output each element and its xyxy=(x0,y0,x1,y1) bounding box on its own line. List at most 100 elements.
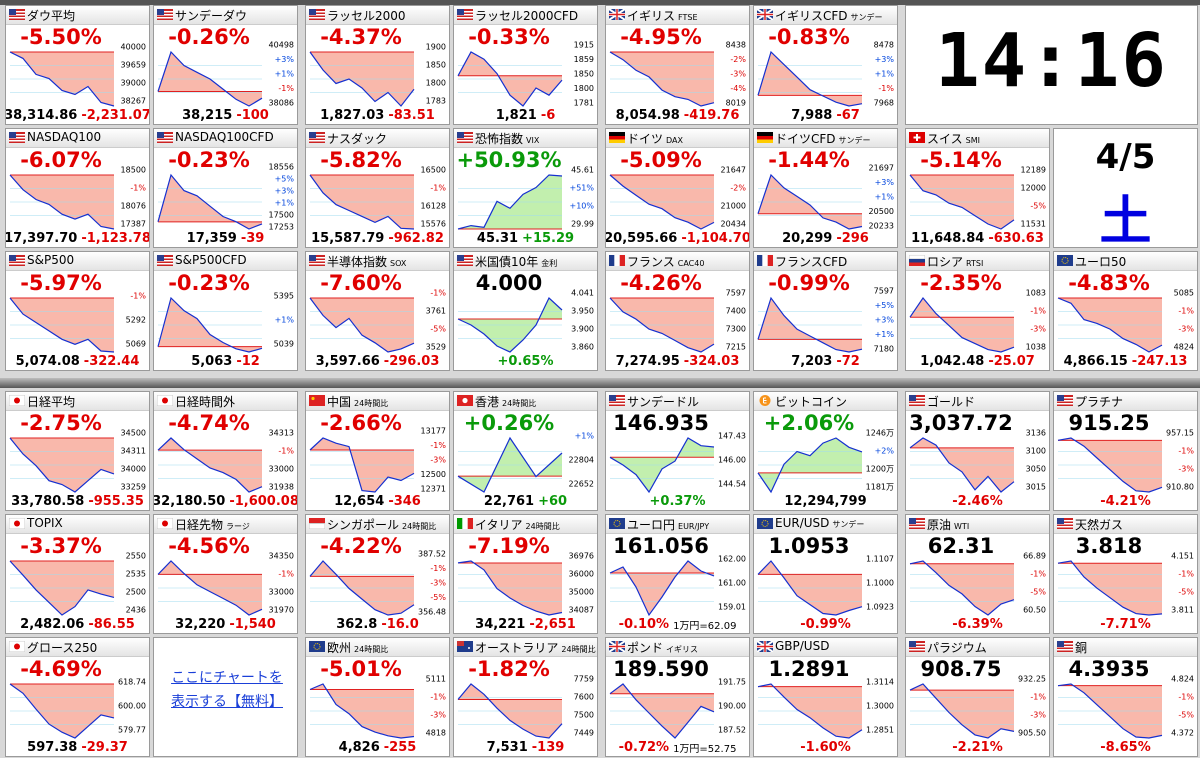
tile: シンガポール 24時間比 -4.22% 387.52 -1% -3% -5% 356.48 36… xyxy=(305,514,450,634)
tile-name: シンガポール 24時間比 xyxy=(327,516,436,533)
tick-label: 34313 xyxy=(269,429,294,438)
tick-label: 191.75 xyxy=(718,678,746,687)
price-line xyxy=(609,51,715,107)
tile-name: ナスダック xyxy=(327,130,387,147)
tick-label: 147.43 xyxy=(718,432,746,441)
flag xyxy=(757,9,773,20)
footer-value: -0.99% xyxy=(800,617,851,632)
tick-label: 7449 xyxy=(574,729,594,738)
headline: 161.056 xyxy=(613,534,709,558)
mini-chart: +1% 22804 22652 xyxy=(457,432,594,493)
tile-name: 日経時間外 xyxy=(175,393,235,410)
tag: 24時間比 xyxy=(354,645,389,654)
footer-value: -296.03 xyxy=(383,354,440,369)
tick-label: 39000 xyxy=(121,79,146,88)
footer-value: -322.44 xyxy=(83,354,140,369)
flag xyxy=(609,255,625,266)
tile-header: 日経平均 xyxy=(6,392,149,411)
tick-label: 3.811 xyxy=(1171,606,1194,615)
tick-label: 4.372 xyxy=(1171,729,1194,738)
footer-value: 1,827.03 xyxy=(320,108,385,123)
footer: 7,203 -72 xyxy=(754,354,897,369)
tile: ナスダック -5.82% 16500 -1% 16128 15576 15,587.79 -9… xyxy=(305,128,450,248)
tick-label: 7180 xyxy=(874,344,894,353)
tick-label: 618.74 xyxy=(118,678,146,687)
tick-label: 1.1000 xyxy=(866,579,894,588)
tile-name: 欧州 24時間比 xyxy=(327,639,388,656)
top-bar xyxy=(0,0,1200,5)
footer: 38,314.86 -2,231.07 xyxy=(6,108,149,123)
tick-label: 11531 xyxy=(1021,220,1046,229)
name: ナスダック xyxy=(327,132,388,146)
tick-label: 7968 xyxy=(874,98,894,107)
headline: -6.07% xyxy=(20,148,102,172)
mini-chart: 7597 7400 7300 7215 xyxy=(609,289,746,353)
footer-value: -6 xyxy=(540,108,556,123)
tick-label: -1% xyxy=(430,693,446,702)
tag: サンデー xyxy=(838,136,871,145)
tick-label: 17387 xyxy=(121,220,146,229)
tick-label: 1181万 xyxy=(866,483,894,492)
date: 4/5 xyxy=(1095,137,1156,177)
price-line xyxy=(757,173,863,230)
footer-value: -630.63 xyxy=(988,231,1044,246)
footer-value: -2.21% xyxy=(952,740,1003,755)
clock-box: 14:16 xyxy=(905,5,1198,125)
tick-label: 1038 xyxy=(1026,343,1046,352)
tick-label: 21697 xyxy=(869,164,894,173)
name: ユーロ50 xyxy=(1075,255,1127,269)
tile-header: 原油 WTI xyxy=(906,515,1049,534)
headline: -2.66% xyxy=(320,411,402,435)
footer-value: -419.76 xyxy=(683,108,740,123)
tick-label: 5039 xyxy=(274,340,294,349)
tile-header: ラッセル2000CFD xyxy=(454,6,597,25)
tile-name: パラジウム xyxy=(927,639,987,656)
tick-label: -5% xyxy=(1030,588,1046,597)
mini-chart: 12189 12000 -5% 11531 xyxy=(909,166,1046,230)
tag: 24時間比 xyxy=(354,399,389,408)
name: フランス xyxy=(627,255,675,269)
tick-label: -2% xyxy=(730,184,746,193)
tile-header: S&P500CFD xyxy=(154,252,297,271)
tile-name: フランス CAC40 xyxy=(627,253,704,270)
name: サンデーダウ xyxy=(175,9,248,23)
tile-header: イギリス FTSE xyxy=(606,6,749,25)
headline: 3.818 xyxy=(1075,534,1143,558)
tag: イギリス xyxy=(666,645,699,654)
tick-label: 146.00 xyxy=(718,456,746,465)
footer: 17,359 -39 xyxy=(154,231,297,246)
footer-value: -0.10% xyxy=(618,617,670,632)
tile: NASDAQ100 -6.07% 18500 -1% 18076 17387 17,397.… xyxy=(5,128,150,248)
name: ラッセル2000 xyxy=(327,9,406,23)
price-line xyxy=(609,174,715,230)
footer: -8.65% xyxy=(1054,740,1197,755)
tile-name: 銅 xyxy=(1075,639,1087,656)
footer-value: +0.65% xyxy=(497,354,554,369)
tick-label: 38267 xyxy=(121,97,146,106)
tag: DAX xyxy=(666,136,683,145)
tick-label: 600.00 xyxy=(118,702,146,711)
footer: 22,761 +60 xyxy=(454,494,597,509)
mini-chart: 36976 36000 35000 34087 xyxy=(457,552,594,616)
flag xyxy=(909,255,925,266)
chart-link[interactable]: ここにチャートを表示する【無料】 xyxy=(171,670,283,710)
mini-chart: -1% 3761 -5% 3529 xyxy=(309,289,446,353)
tick-label: 8019 xyxy=(726,98,746,107)
tile-header: 米国債10年 金利 xyxy=(454,252,597,271)
tick-label: 39659 xyxy=(121,61,146,70)
tick-label: 7500 xyxy=(574,711,594,720)
headline: -1.44% xyxy=(768,148,850,172)
tile: TOPIX -3.37% 2550 2535 2500 2436 2,482.06 -86.5… xyxy=(5,514,150,634)
tick-label: 18500 xyxy=(121,166,146,175)
footer-value: 4,826 xyxy=(338,740,380,755)
footer-value: -139 xyxy=(531,740,565,755)
name: フランスCFD xyxy=(775,255,848,269)
tick-label: 34087 xyxy=(569,606,594,615)
tile-header: イタリア 24時間比 xyxy=(454,515,597,534)
footer: 7,531 -139 xyxy=(454,740,597,755)
tick-label: 905.50 xyxy=(1018,729,1046,738)
flag xyxy=(909,395,925,406)
tick-label: 36000 xyxy=(569,570,594,579)
footer: 12,294,799 xyxy=(754,494,897,509)
tick-label: 34000 xyxy=(121,465,146,474)
